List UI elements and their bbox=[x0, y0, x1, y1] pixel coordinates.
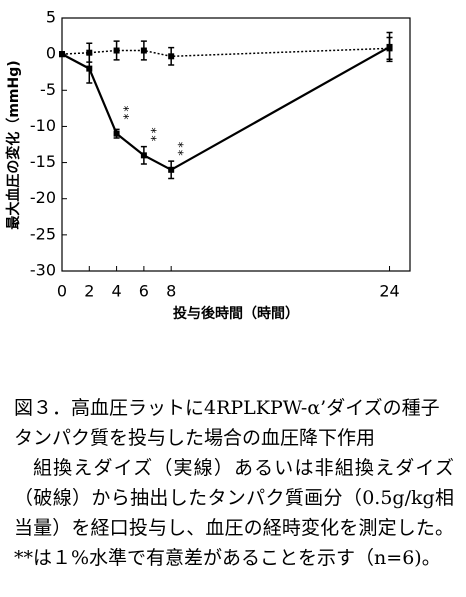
y-tick-label: 0 bbox=[46, 44, 56, 63]
x-tick-label: 6 bbox=[139, 282, 149, 301]
data-point bbox=[140, 47, 147, 54]
data-point bbox=[86, 49, 93, 56]
y-tick-label: -5 bbox=[40, 80, 56, 99]
caption-title: 図３．高血圧ラットに4RPLKPW-α’ダイズの種子タンパク質を投与した場合の血… bbox=[14, 397, 440, 449]
series-line bbox=[61, 47, 390, 58]
x-tick-label: 0 bbox=[57, 282, 67, 301]
caption-body: 組換えダイズ（実線）あるいは非組換えダイズ（破線）から抽出したタンパク質画分（0… bbox=[14, 457, 454, 569]
chart: 最大血圧の変化（mmHg) 投与後時間（時間） -30 -25 -20 -15 -10 -… bbox=[5, 8, 411, 322]
significance-label: ** bbox=[144, 127, 158, 143]
data-point bbox=[168, 166, 175, 173]
data-point bbox=[140, 152, 147, 159]
y-tick-label: -10 bbox=[30, 116, 56, 135]
y-tick-label: -15 bbox=[30, 152, 56, 171]
data-point bbox=[168, 53, 175, 60]
data-point bbox=[113, 47, 120, 54]
x-tick-label: 4 bbox=[111, 282, 121, 301]
y-tick-label: -20 bbox=[30, 188, 56, 207]
significance-label: ** bbox=[172, 142, 186, 158]
y-tick-label: 5 bbox=[46, 8, 56, 27]
data-point bbox=[59, 51, 65, 58]
x-axis-label: 投与後時間（時間） bbox=[173, 305, 299, 322]
x-tick-label: 8 bbox=[166, 282, 176, 301]
data-point bbox=[386, 45, 393, 52]
x-tick-label: 2 bbox=[84, 282, 94, 301]
x-tick-label: 24 bbox=[379, 282, 399, 301]
data-point bbox=[113, 130, 120, 137]
series-line bbox=[61, 45, 391, 172]
y-tick-label: -25 bbox=[30, 224, 56, 243]
y-tick-label: -30 bbox=[30, 261, 56, 280]
significance-label: ** bbox=[117, 106, 131, 122]
data-point bbox=[86, 65, 93, 72]
plot-frame bbox=[61, 17, 411, 272]
y-axis-label: 最大血圧の変化（mmHg) bbox=[5, 60, 22, 229]
caption: 図３．高血圧ラットに4RPLKPW-α’ダイズの種子タンパク質を投与した場合の血… bbox=[14, 393, 454, 573]
